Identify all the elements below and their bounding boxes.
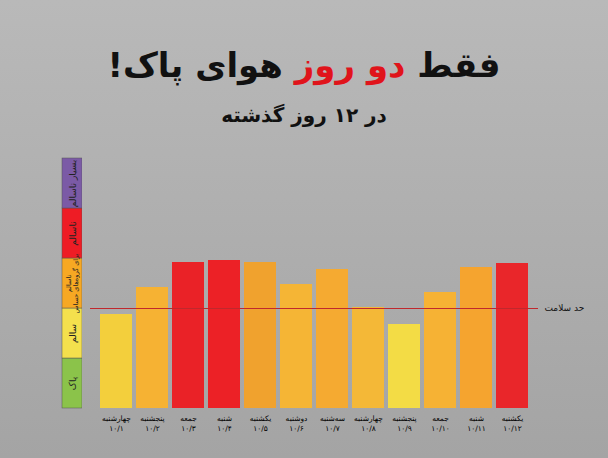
svg-text:جمعه۱۰/۱۰: جمعه۱۰/۱۰ [431,414,450,433]
svg-text:ناسالمبرای گروه‌های حساس: ناسالمبرای گروه‌های حساس [65,253,80,313]
svg-text:جمعه۱۰/۳: جمعه۱۰/۳ [180,414,197,433]
svg-text:سه‌شنبه۱۰/۷: سه‌شنبه۱۰/۷ [320,414,345,433]
svg-text:بسیار ناسالم: بسیار ناسالم [68,160,79,207]
svg-text:حد سلامت: حد سلامت [545,303,585,313]
svg-text:دوشنبه۱۰/۶: دوشنبه۱۰/۶ [286,414,308,433]
html-text:در ۱۲ روز گذشته: در ۱۲ روز گذشته [221,103,387,127]
svg-text:یکشنبه۱۰/۱۲: یکشنبه۱۰/۱۲ [502,414,523,433]
svg-text:چهارشنبه۱۰/۸: چهارشنبه۱۰/۸ [354,414,383,433]
svg-text:چهارشنبه۱۰/۱: چهارشنبه۱۰/۱ [102,414,131,433]
svg-text:پاک: پاک [68,376,78,390]
svg-text:سالم: سالم [68,324,79,343]
svg-text:ناسالم: ناسالم [68,221,79,245]
html-text:دو روز: دو روز [294,45,406,85]
svg-text:شنبه۱۰/۴: شنبه۱۰/۴ [217,414,232,433]
svg-text:پنجشنبه۱۰/۲: پنجشنبه۱۰/۲ [140,414,164,433]
html-text:فقط: فقط [405,45,501,85]
html-text:هوای پاک!: هوای پاک! [107,45,295,85]
svg-text:یکشنبه۱۰/۵: یکشنبه۱۰/۵ [250,414,271,433]
svg-text:پنجشنبه۱۰/۹: پنجشنبه۱۰/۹ [392,414,416,433]
svg-text:شنبه۱۰/۱۱: شنبه۱۰/۱۱ [467,414,486,433]
